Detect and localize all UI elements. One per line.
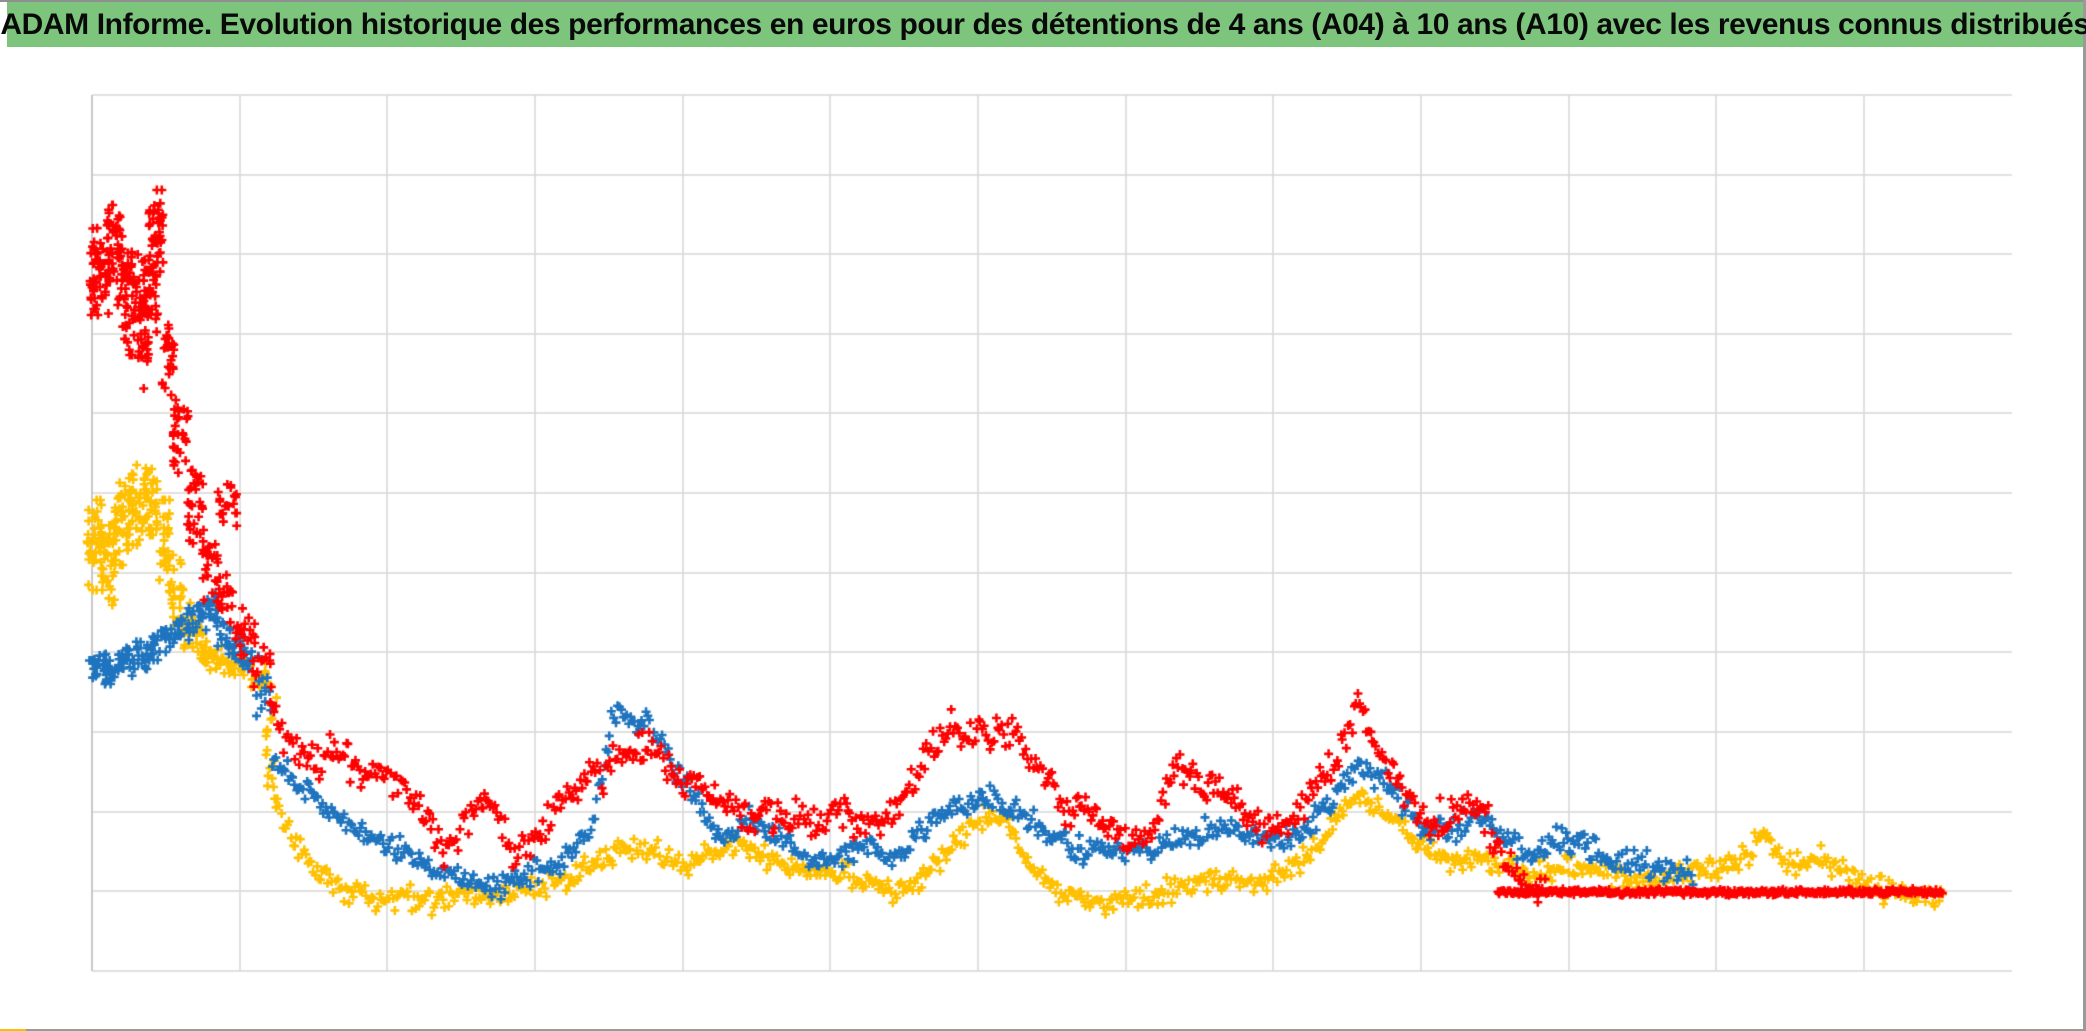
window-bottom-border bbox=[0, 1028, 2086, 1031]
chart-title: ADAM Informe. Evolution historique des p… bbox=[0, 7, 2086, 41]
window-top-border bbox=[0, 0, 2086, 2]
title-bar: ADAM Informe. Evolution historique des p… bbox=[0, 2, 2086, 47]
scatter-chart-object[interactable] bbox=[0, 47, 2086, 1029]
scatter-plot-canvas bbox=[0, 47, 2086, 1029]
